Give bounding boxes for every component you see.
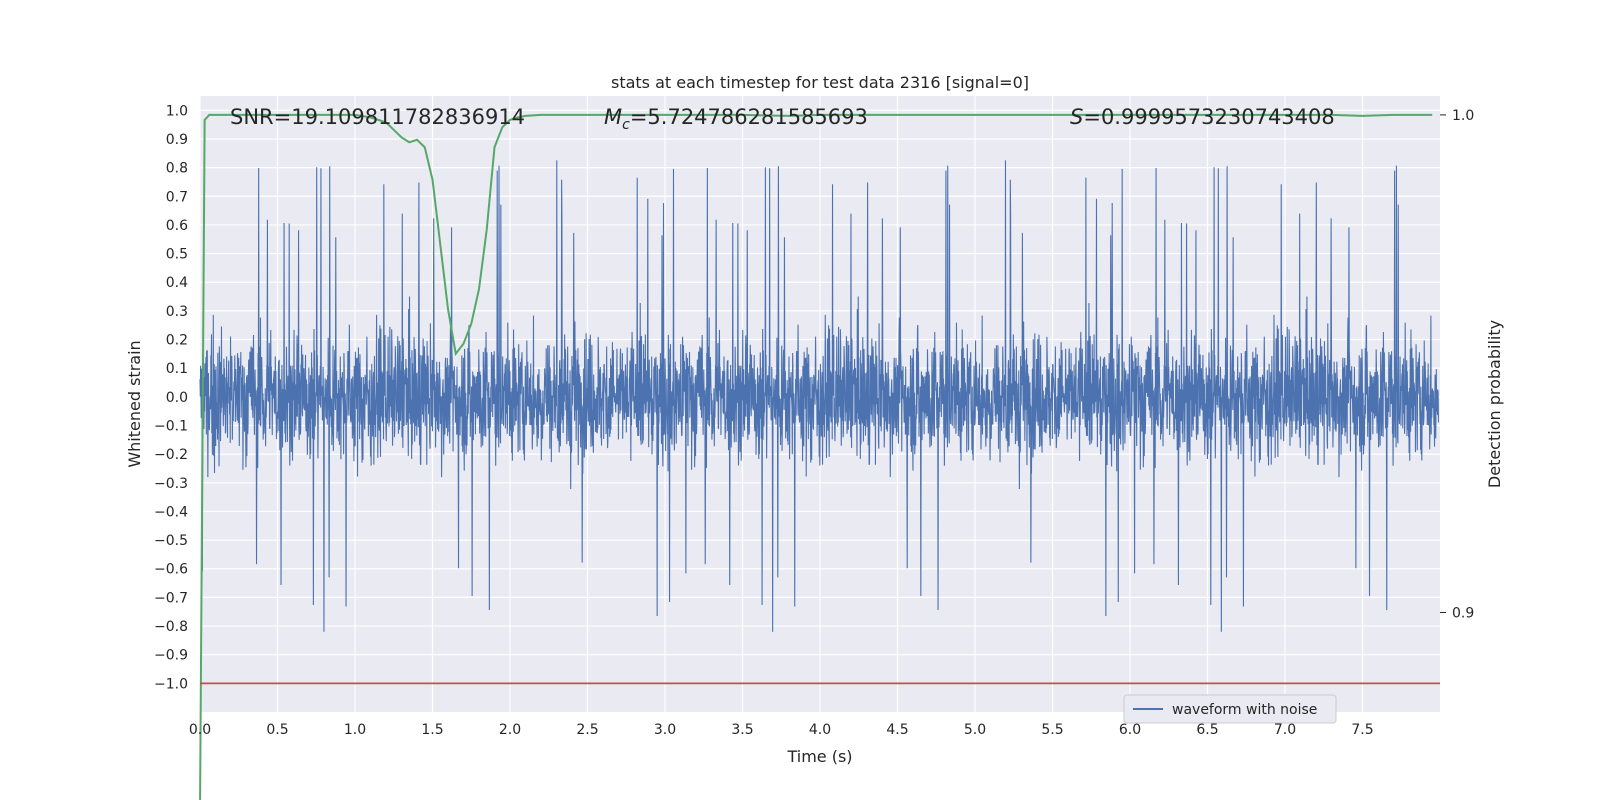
y-tick-label: 1.0 — [166, 103, 188, 119]
x-tick-label: 5.0 — [964, 722, 986, 738]
probability-line — [199, 113, 1433, 800]
x-tick-label: 6.5 — [1196, 722, 1218, 738]
snr-annotation: SNR=19.109811782836914 — [230, 105, 525, 129]
y-tick-label: 0.9 — [166, 132, 188, 148]
y2-tick-label: 0.9 — [1452, 605, 1474, 621]
y-tick-label: −0.6 — [154, 562, 188, 578]
chirp-mass-value: =5.724786281585693 — [630, 105, 868, 129]
y-tick-label: −0.8 — [154, 619, 188, 635]
y-tick-label: 0.7 — [166, 189, 188, 205]
s-symbol: S — [1070, 105, 1083, 129]
y-tick-label: −0.4 — [154, 504, 188, 520]
x-tick-label: 5.5 — [1041, 722, 1063, 738]
y-axis-label: Whitened strain — [125, 340, 144, 467]
x-tick-label: 2.5 — [576, 722, 598, 738]
waveform-line — [199, 160, 1439, 632]
chart-title: stats at each timestep for test data 231… — [611, 73, 1029, 92]
x-tick-label: 7.5 — [1351, 722, 1373, 738]
chirp-mass-annotation: Mc=5.724786281585693 — [604, 105, 868, 133]
x-tick-label: 1.5 — [421, 722, 443, 738]
legend: waveform with noise — [1123, 694, 1337, 724]
x-tick-label: 3.5 — [731, 722, 753, 738]
x-tick-label: 0.5 — [266, 722, 288, 738]
x-tick-label: 4.0 — [809, 722, 831, 738]
y-tick-label: 0.2 — [166, 333, 188, 349]
y2-tick-label: 1.0 — [1452, 108, 1474, 124]
chirp-mass-subscript: c — [622, 117, 630, 133]
x-tick-label: 6.0 — [1119, 722, 1141, 738]
y2-axis-label: Detection probability — [1485, 320, 1504, 488]
y-tick-label: 0.0 — [166, 390, 188, 406]
y-tick-label: 0.6 — [166, 218, 188, 234]
x-tick-label: 1.0 — [344, 722, 366, 738]
legend-entry: waveform with noise — [1172, 702, 1317, 718]
legend-box — [1123, 694, 1337, 724]
y-tick-label: −0.7 — [154, 590, 188, 606]
waveform-series — [199, 160, 1439, 632]
s-value: =0.9999573230743408 — [1083, 105, 1334, 129]
x-tick-label: 7.0 — [1274, 722, 1296, 738]
probability-series — [199, 113, 1433, 800]
y-tick-label: −1.0 — [154, 676, 188, 692]
s-annotation: S=0.9999573230743408 — [1070, 105, 1335, 129]
x-tick-label: 4.5 — [886, 722, 908, 738]
x-axis-label: Time (s) — [786, 747, 852, 766]
chirp-mass-symbol: M — [604, 105, 622, 129]
x-tick-label: 0.0 — [189, 722, 211, 738]
y-tick-label: −0.1 — [154, 418, 188, 434]
x-tick-label: 2.0 — [499, 722, 521, 738]
y-tick-label: 0.3 — [166, 304, 188, 320]
y-tick-label: −0.9 — [154, 648, 188, 664]
y-tick-label: −0.2 — [154, 447, 188, 463]
y2-axis-ticks: 1.0 0.9 — [1440, 108, 1474, 621]
y-tick-label: −0.3 — [154, 476, 188, 492]
x-tick-label: 3.0 — [654, 722, 676, 738]
y-tick-label: 0.4 — [166, 275, 188, 291]
y-tick-label: 0.1 — [166, 361, 188, 377]
x-axis-ticks: 0.0 0.5 1.0 1.5 2.0 2.5 3.0 3.5 4.0 4.5 5.0 5.5 6.0 6… — [189, 722, 1374, 738]
y-axis-ticks: 1.0 0.9 0.8 0.7 0.6 0.5 0.4 0.3 0.2 0.1 0.0 −0.1 −0.… — [154, 103, 188, 692]
y-tick-label: −0.5 — [154, 533, 188, 549]
y-tick-label: 0.5 — [166, 247, 188, 263]
y-tick-label: 0.8 — [166, 161, 188, 177]
